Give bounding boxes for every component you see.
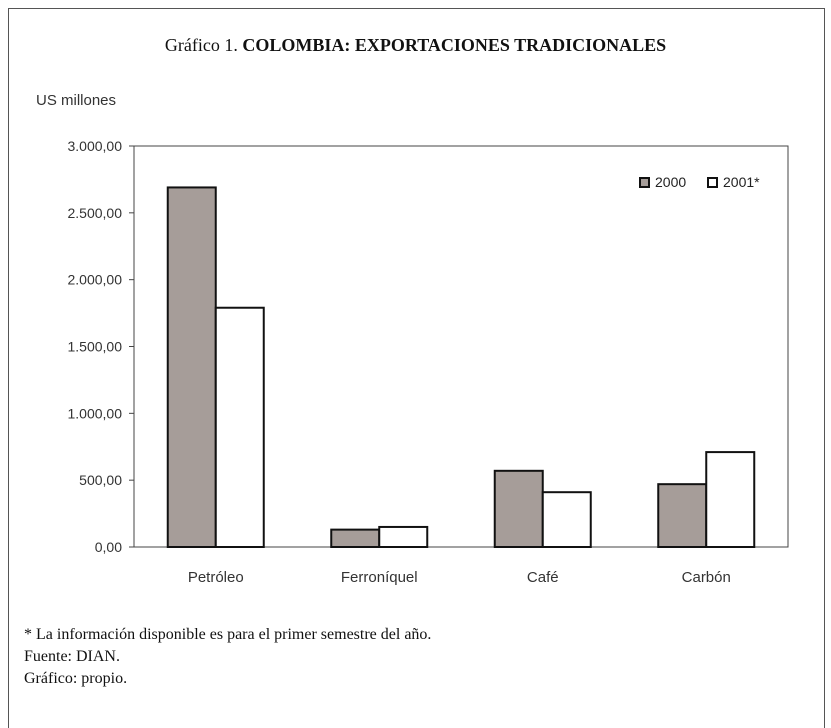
y-tick-label: 1.500,00 <box>68 339 123 355</box>
y-tick-label: 0,00 <box>95 539 122 555</box>
bar-2001-3 <box>705 451 756 549</box>
y-tick-label: 3.000,00 <box>68 138 123 154</box>
bar-2001-2 <box>541 491 592 548</box>
legend-swatch-0 <box>639 177 650 188</box>
bar-2000-2 <box>493 469 544 548</box>
bar-2000-3 <box>657 483 708 548</box>
y-axis-unit-label: US millones <box>36 92 117 109</box>
chart-title-main: COLOMBIA: EXPORTACIONES TRADICIONALES <box>242 35 667 55</box>
chart-notes: * La información disponible es para el p… <box>24 624 431 690</box>
footnote: * La información disponible es para el p… <box>24 626 432 643</box>
bar-2001-1 <box>378 525 429 549</box>
bar-chart: 0,00 500,00 1.000,00 1.500,00 2.000,00 2.500,… <box>68 138 789 586</box>
chart-title-prefix: Gráfico 1. <box>164 35 238 55</box>
x-category-label: Café <box>527 569 559 586</box>
x-category-label: Ferroníquel <box>341 569 418 586</box>
y-tick-label: 2.000,00 <box>68 272 123 288</box>
legend-label-0: 2000 <box>655 174 686 190</box>
chart-frame <box>8 8 825 728</box>
bar-2000-0 <box>166 186 217 548</box>
bar-2001-0 <box>214 306 265 548</box>
chart-title: Gráfico 1. COLOMBIA: EXPORTACIONES TRADI… <box>0 35 831 56</box>
x-category-label: Petróleo <box>188 569 244 586</box>
legend-label-1: 2001* <box>723 174 760 190</box>
y-tick-label: 1.000,00 <box>68 405 123 421</box>
source-note: Fuente: DIAN. <box>24 648 120 665</box>
y-tick-label: 500,00 <box>79 472 122 488</box>
y-tick-label: 2.500,00 <box>68 205 123 221</box>
bar-2000-1 <box>330 528 381 549</box>
credit-note: Gráfico: propio. <box>24 670 128 687</box>
x-category-label: Carbón <box>682 569 731 586</box>
legend-swatch-1 <box>707 177 718 188</box>
